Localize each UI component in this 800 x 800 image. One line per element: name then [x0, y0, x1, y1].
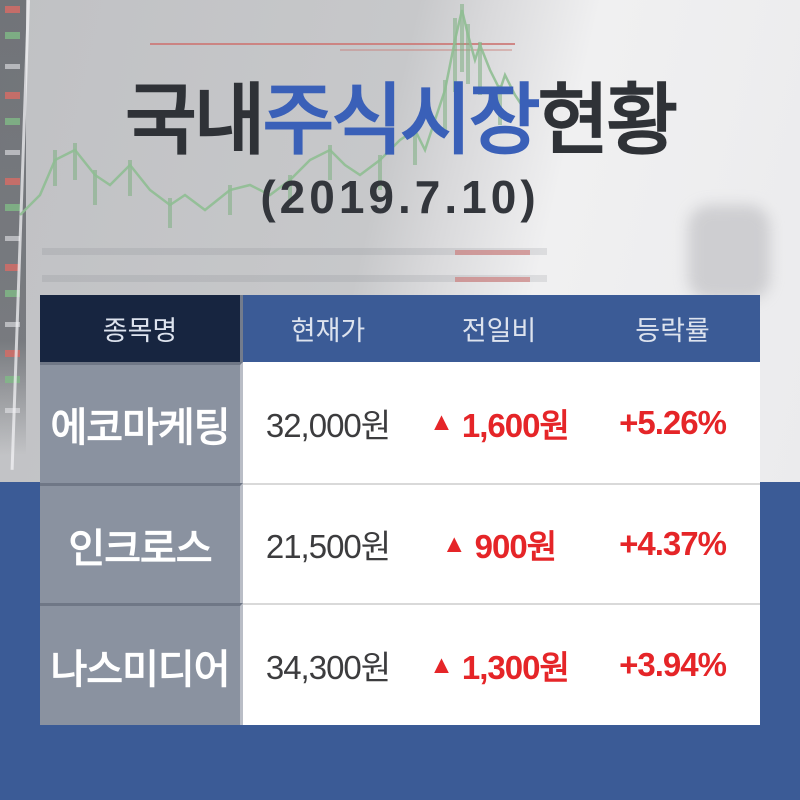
day-change: ▲ 1,300원: [413, 605, 585, 725]
day-change: ▲ 900원: [413, 485, 585, 603]
current-price: 34,300원: [265, 649, 391, 686]
desk-object-shadow: [688, 205, 770, 300]
stock-table: 종목명 현재가 전일비 등락률 에코마케팅 32,000원 ▲ 1,600원 +5…: [40, 295, 760, 725]
price-line-decor: [19, 9, 527, 216]
change-amount: 1,600원: [461, 406, 570, 444]
page-title: 국내주식시장현황: [0, 79, 800, 162]
title-prefix: 국내: [124, 76, 266, 164]
title-highlight: 주식시장: [262, 76, 540, 164]
table-row: 나스미디어 34,300원 ▲ 1,300원 +3.94%: [40, 603, 760, 725]
candlestick-chart-decor: [19, 4, 527, 228]
header-current-price: 현재가: [290, 316, 366, 346]
change-rate: +5.26%: [619, 403, 727, 441]
title-suffix: 현황: [537, 76, 679, 164]
up-triangle-icon: ▲: [429, 650, 454, 679]
header-day-change: 전일비: [461, 316, 537, 346]
header-change-rate: 등락률: [635, 316, 710, 346]
stock-name: 에코마케팅: [40, 362, 243, 483]
up-triangle-icon: ▲: [429, 408, 454, 436]
change-amount: 900원: [474, 528, 557, 565]
stock-name: 나스미디어: [40, 603, 243, 725]
table-row: 에코마케팅 32,000원 ▲ 1,600원 +5.26%: [40, 362, 760, 483]
current-price: 32,000원: [265, 406, 391, 444]
row-data: 32,000원 ▲ 1,600원 +5.26%: [243, 362, 760, 483]
current-price: 21,500원: [265, 528, 391, 565]
candle-bars-decor: [53, 4, 502, 228]
up-triangle-icon: ▲: [441, 529, 467, 558]
table-row: 인크로스 21,500원 ▲ 900원 +4.37%: [40, 483, 760, 603]
change-rate: +4.37%: [619, 525, 727, 562]
day-change: ▲ 1,600원: [413, 362, 585, 483]
table-header-row: 종목명 현재가 전일비 등락률: [40, 295, 760, 362]
change-amount: 1,300원: [461, 649, 570, 686]
change-rate: +3.94%: [619, 646, 727, 683]
header-stock-name: 종목명: [40, 295, 243, 362]
stock-name: 인크로스: [40, 483, 243, 603]
report-date: (2019.7.10): [260, 170, 540, 223]
title-block: 국내주식시장현황 (2019.7.10): [0, 79, 800, 224]
row-data: 34,300원 ▲ 1,300원 +3.94%: [243, 603, 760, 725]
row-data: 21,500원 ▲ 900원 +4.37%: [243, 483, 760, 603]
